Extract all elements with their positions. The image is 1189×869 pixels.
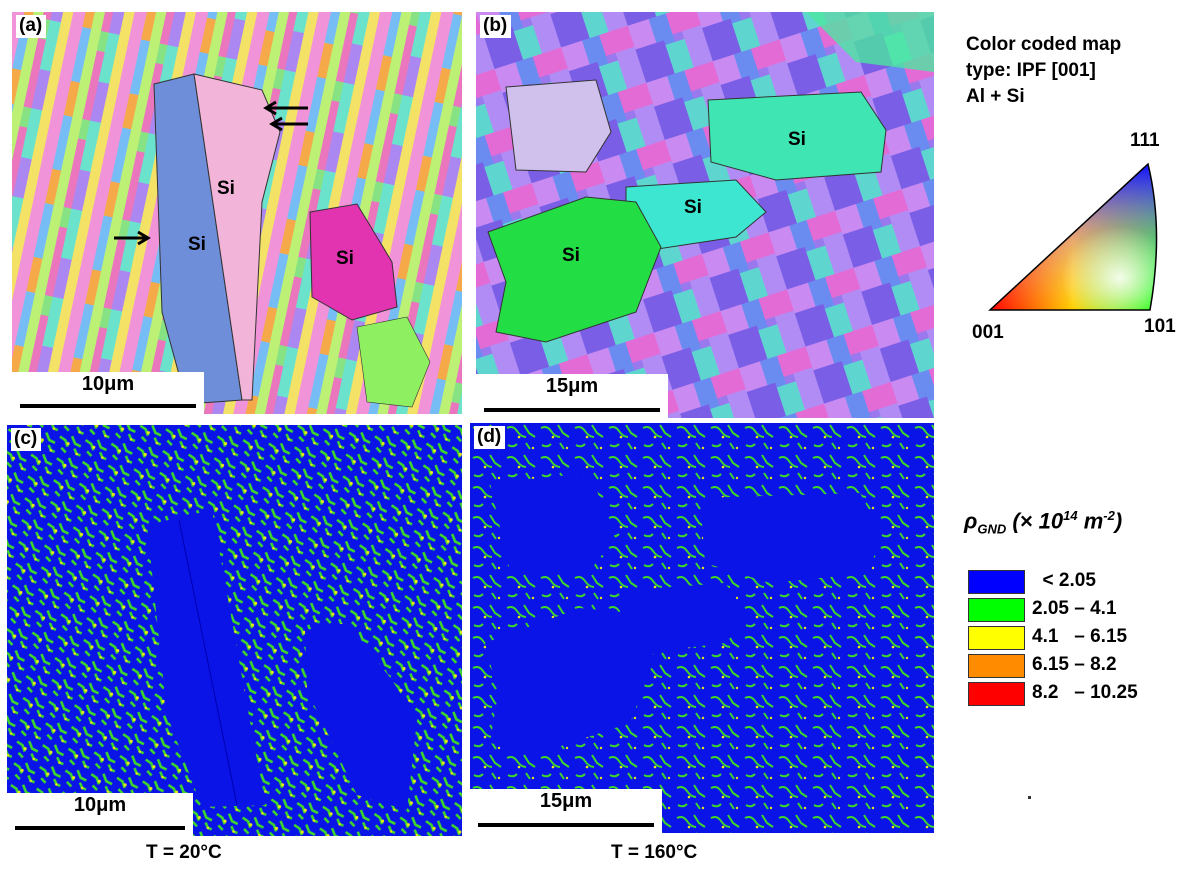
scale-bar-label: 10μm [81,373,135,395]
gnd-legend-row: 6.15 – 8.2 [968,652,1188,678]
scale-bar-label: 15μm [545,375,599,397]
scale-bar-line [20,404,196,408]
ipf-corner-111: 111 [1130,130,1160,151]
scale-bar: 10μm [7,793,193,836]
caption-right: T = 160°C [611,842,698,863]
panel-a-si-label: Si [188,234,206,255]
gnd-exponent: 14 [1063,508,1078,523]
panel-a-ipf-map: (a) Si Si Si 10μm [12,12,462,414]
gnd-unit-prefix: (× 10 [1012,508,1064,534]
gnd-swatch [968,682,1025,706]
caption-left: T = 20°C [146,842,222,863]
ipf-corner-101: 101 [1144,316,1176,337]
panel-b-ipf-map: (b) Si Si Si 15μm [476,12,934,418]
panel-d-tag: (d) [474,426,506,449]
scale-bar-label: 15μm [539,790,593,812]
stray-dot [1028,796,1031,799]
ipf-legend-line: type: IPF [001] [966,60,1096,81]
gnd-swatch [968,598,1025,622]
gnd-legend-row: 4.1 – 6.15 [968,624,1188,650]
panel-b-si-label: Si [684,197,702,218]
panel-b-si-label: Si [788,129,806,150]
gnd-range-label: < 2.05 [1032,570,1096,591]
gnd-legend-row: 2.05 – 4.1 [968,596,1188,622]
ipf-legend-line: Al + Si [966,86,1025,107]
panel-c-tag: (c) [11,428,42,451]
gnd-unit-mid: m [1077,508,1104,534]
scale-bar: 10μm [12,372,204,414]
ipf-legend-line: Color coded map [966,34,1122,55]
panel-a-si-label: Si [336,248,354,269]
gnd-range-label: 2.05 – 4.1 [1032,598,1117,619]
gnd-legend-row: < 2.05 [968,568,1188,594]
gnd-unit-suffix: ) [1114,508,1123,534]
gnd-range-label: 6.15 – 8.2 [1032,654,1117,675]
panel-b-si-label: Si [562,245,580,266]
panel-a-tag: (a) [16,15,47,38]
gnd-unit-exponent: -2 [1103,508,1115,523]
scale-bar-line [15,826,185,830]
gnd-symbol: ρ [964,508,978,534]
panel-c-gnd-map: (c) 10μm [7,425,462,836]
gnd-swatch [968,654,1025,678]
ipf-triangle [988,162,1158,311]
gnd-legend-title: ρGND (× 1014 m-2) [964,508,1122,537]
panel-a-si-label: Si [217,178,235,199]
gnd-range-label: 4.1 – 6.15 [1032,626,1128,647]
gnd-swatch [968,570,1025,594]
gnd-legend-row: 8.2 – 10.25 [968,680,1188,706]
ipf-corner-001: 001 [972,322,1004,343]
arrow-icon [263,100,308,132]
scale-bar: 15μm [470,789,662,833]
scale-bar: 15μm [476,374,668,418]
gnd-subscript: GND [977,521,1007,537]
panel-d-gnd-map: (d) 15μm [470,423,934,833]
panel-b-tag: (b) [480,15,512,38]
scale-bar-label: 10μm [73,794,127,816]
arrow-icon [114,230,151,246]
gnd-swatch [968,626,1025,650]
scale-bar-line [484,408,660,412]
ipf-legend-title: Color coded map type: IPF [001] Al + Si [966,32,1121,110]
gnd-range-label: 8.2 – 10.25 [1032,682,1138,703]
scale-bar-line [478,823,654,827]
